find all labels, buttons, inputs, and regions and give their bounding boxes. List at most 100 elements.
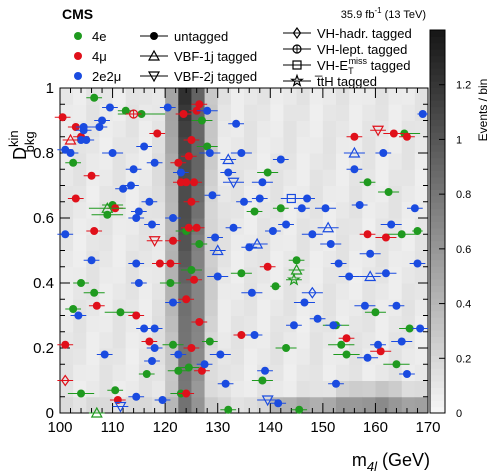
heatmap-bin — [362, 185, 376, 203]
heatmap-bin — [296, 104, 311, 121]
heatmap-bin — [217, 218, 232, 235]
heatmap-bin — [270, 234, 284, 251]
heatmap-bin — [152, 88, 166, 105]
color-scale-step — [430, 221, 445, 229]
legend-label: 4e — [92, 29, 106, 44]
heatmap-bin — [309, 136, 324, 154]
heatmap-bin — [375, 364, 390, 381]
heatmap-bin — [414, 266, 429, 284]
color-scale-step — [430, 132, 445, 140]
heatmap-bin — [283, 136, 298, 154]
data-point-2e2 — [126, 181, 135, 190]
data-point-triangle-up — [64, 133, 77, 145]
data-point-2e2 — [402, 370, 411, 378]
legend-label: VH-ETmiss tagged — [317, 56, 410, 76]
color-scale-step — [430, 253, 445, 261]
data-point-2e2 — [392, 301, 401, 310]
data-point-2e2 — [208, 191, 217, 200]
heatmap-bin — [60, 283, 74, 300]
legend-label: untagged — [174, 29, 228, 44]
heatmap-bin — [165, 169, 179, 186]
heatmap-bin — [257, 315, 271, 333]
heatmap-bin — [230, 153, 245, 170]
heatmap-bin — [244, 315, 258, 333]
heatmap-bin — [230, 348, 245, 365]
heatmap-bin — [309, 396, 324, 414]
color-scale-step — [430, 374, 445, 382]
heatmap-bin — [86, 348, 100, 365]
heatmap-bin — [309, 104, 324, 121]
heatmap-bin — [375, 218, 390, 235]
data-points — [54, 93, 428, 418]
data-point-4 — [166, 259, 175, 268]
x-tick-label: 100 — [47, 419, 72, 436]
legend-marker — [150, 32, 158, 40]
heatmap-bin — [349, 331, 363, 349]
heatmap-bin — [244, 348, 258, 365]
heatmap-bin — [152, 201, 166, 219]
data-point-2e2 — [268, 227, 277, 235]
heatmap-bin — [125, 315, 140, 333]
data-point-2e2 — [82, 136, 91, 144]
heatmap-bin — [244, 136, 258, 154]
data-point-2e2 — [350, 165, 359, 174]
data-point-4e — [197, 116, 206, 125]
heatmap-bin — [414, 299, 429, 316]
heatmap-bin — [257, 396, 271, 414]
heatmap-bin — [414, 380, 429, 398]
heatmap-bin — [165, 153, 179, 170]
color-scale-step — [430, 202, 445, 210]
data-point-2e2 — [213, 272, 222, 281]
data-point-4e — [397, 230, 406, 239]
y-axis: 0 0.2 0.4 0.6 0.8 1 — [33, 80, 428, 422]
data-point-2e2 — [132, 259, 141, 268]
heatmap-bin — [270, 250, 284, 268]
heatmap-bin — [322, 104, 337, 121]
heatmap-bin — [362, 136, 376, 154]
color-scale-step — [430, 240, 445, 248]
heatmap-bin — [73, 153, 87, 170]
data-point-4e — [263, 168, 272, 177]
data-point-2e2 — [374, 340, 383, 349]
heatmap-bin — [191, 331, 206, 349]
heatmap-bin — [336, 185, 350, 203]
data-point-2e2 — [87, 256, 96, 265]
heatmap-bin — [401, 396, 416, 414]
data-point-2e2 — [381, 269, 390, 278]
heatmap-bin — [204, 201, 219, 219]
heatmap-bin — [99, 331, 114, 349]
data-point-2e2 — [274, 399, 283, 408]
heatmap-bin — [112, 234, 127, 251]
heatmap-bin — [217, 315, 232, 333]
heatmap-bin — [244, 104, 258, 121]
data-point-2e2 — [363, 353, 372, 362]
heatmap-bin — [191, 380, 206, 398]
heatmap-bin — [60, 169, 74, 186]
heatmap-bin — [375, 169, 390, 186]
data-point-4 — [182, 389, 191, 398]
data-point-diamond — [61, 374, 70, 387]
color-scale-step — [430, 361, 445, 369]
data-point-triangle-down — [227, 177, 240, 189]
heatmap-bin — [204, 266, 219, 284]
heatmap-bin — [191, 88, 206, 105]
heatmap-bin — [99, 120, 114, 138]
color-scale-step — [430, 355, 445, 363]
data-point-2e2 — [216, 350, 225, 359]
data-point-2e2 — [303, 194, 312, 203]
color-scale-step — [430, 138, 445, 146]
data-point-2e2 — [289, 321, 298, 330]
data-point-2e2 — [174, 350, 183, 359]
heatmap-bin — [152, 185, 166, 203]
heatmap-bin — [60, 348, 74, 365]
data-point-4e — [69, 158, 78, 167]
heatmap-bin — [257, 153, 271, 170]
heatmap-bin — [138, 283, 153, 300]
heatmap-bin — [204, 380, 219, 398]
heatmap-bin — [283, 234, 298, 251]
heatmap-bin — [99, 364, 114, 381]
data-point-2e2 — [205, 149, 214, 157]
heatmap-bin — [336, 364, 350, 381]
data-point-4 — [195, 100, 204, 109]
heatmap-bin — [204, 153, 219, 170]
